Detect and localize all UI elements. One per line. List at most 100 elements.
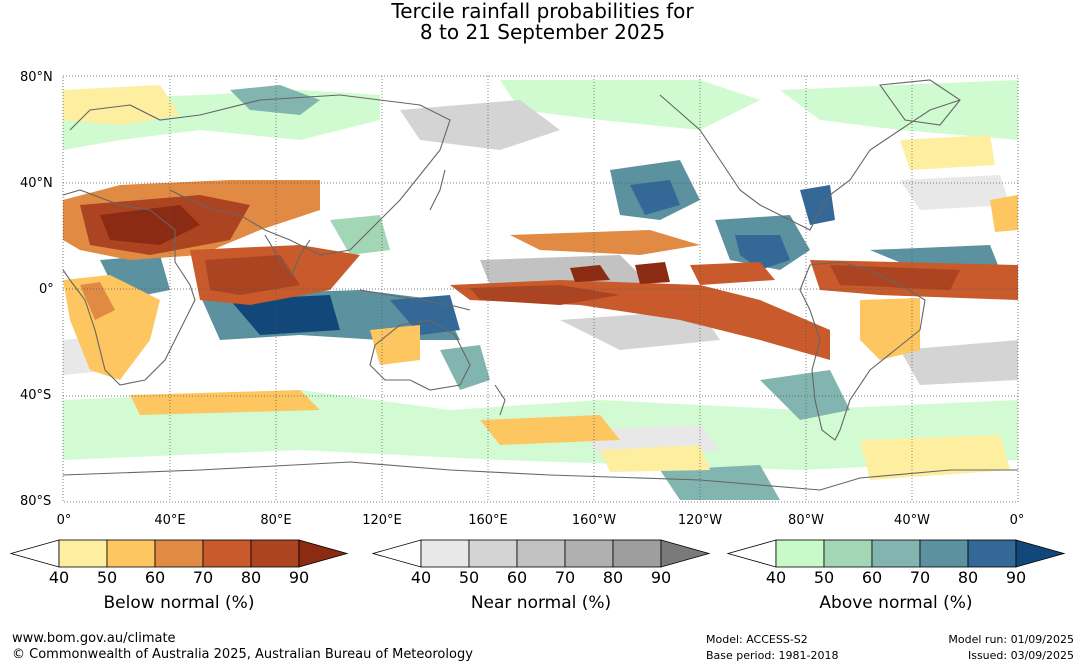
lat-label-0: 0°: [39, 282, 54, 297]
below-normal-region: [470, 285, 620, 305]
near-normal-region: [400, 100, 560, 150]
above-normal-region: [630, 180, 680, 215]
colorbar-0-tick-label: 90: [288, 568, 310, 587]
above-normal-region: [660, 465, 780, 500]
japan-coast: [429, 169, 446, 211]
coastlines: [62, 79, 1018, 491]
south-america-coast: [799, 261, 926, 441]
below-normal-region: [510, 230, 700, 255]
map-title-line2: 8 to 21 September 2025: [419, 20, 666, 44]
above-normal-region: [500, 80, 760, 130]
colorbar-2-segment-5: [967, 539, 1017, 568]
india-coast: [264, 234, 311, 277]
above-normal-region: [390, 295, 460, 335]
below-normal-region: [80, 282, 115, 320]
colorbar-2-tick-label: 70: [909, 568, 931, 587]
below-normal-region: [690, 262, 775, 285]
australia-coast: [369, 319, 471, 391]
below-normal-region: [600, 445, 710, 472]
above-normal-region: [735, 235, 790, 270]
below-normal-region: [990, 195, 1018, 232]
colorbar-2-segment-2: [823, 539, 873, 568]
below-normal-title: Below normal (%): [103, 593, 255, 613]
colorbar-1-upper-tip: [660, 539, 711, 568]
colorbar-1-tick-label: 40: [410, 568, 432, 587]
colorbar-1-tick-label: 50: [458, 568, 480, 587]
lon-label-160w: 160°W: [571, 513, 617, 528]
colorbar-0-lower-tip: [9, 539, 60, 568]
below-normal-region: [860, 298, 920, 360]
colorbar-1-tick-label: 70: [554, 568, 576, 587]
colorbar-2-tick-label: 60: [861, 568, 883, 587]
below-normal-region: [900, 135, 995, 170]
below-normal-region: [860, 435, 1010, 480]
above-normal-region: [780, 80, 1018, 140]
above-normal-region: [800, 185, 835, 225]
colorbar-2-upper-tip: [1015, 539, 1066, 568]
colorbar-0-tick-label: 50: [96, 568, 118, 587]
colorbar-2-tick-label: 90: [1005, 568, 1027, 587]
map-title-line1: Tercile rainfall probabilities for: [391, 0, 694, 23]
lon-label-80e: 80°E: [260, 513, 292, 528]
base-period-text: Base period: 1981-2018: [706, 649, 839, 662]
north-america-coast: [659, 94, 961, 231]
lat-label-40s: 40°S: [20, 388, 52, 403]
colorbar-0-tick-label: 80: [240, 568, 262, 587]
near-normal-region: [900, 340, 1018, 385]
lat-label-40n: 40°N: [20, 176, 53, 191]
near-normal-title: Near normal (%): [470, 593, 612, 613]
colorbar-2-segment-1: [775, 539, 825, 568]
colorbar-2-segment-4: [919, 539, 969, 568]
colorbar-1-tick-label: 60: [506, 568, 528, 587]
new-zealand-coast: [494, 384, 506, 416]
africa-coast: [62, 189, 196, 386]
colorbar-0-tick-label: 40: [48, 568, 70, 587]
colorbar-0-segment-1: [58, 539, 108, 568]
lon-label-40w: 40°W: [894, 513, 930, 528]
colorbar-0-tick-label: 60: [144, 568, 166, 587]
below-normal-region: [480, 415, 620, 445]
colorbar-1-tick-label: 90: [650, 568, 672, 587]
colorbar-2-tick-label: 80: [957, 568, 979, 587]
above-normal-title: Above normal (%): [819, 593, 973, 613]
model-run-text: Model run: 01/09/2025: [948, 633, 1074, 646]
lon-label-120e: 120°E: [362, 513, 402, 528]
colorbar-1-tick-label: 80: [602, 568, 624, 587]
lon-label-120w: 120°W: [677, 513, 723, 528]
colorbar-1-segment-2: [468, 539, 518, 568]
lon-label-160e: 160°E: [468, 513, 508, 528]
lat-label-80s: 80°S: [20, 494, 52, 509]
antarctica-coast: [62, 461, 1018, 491]
graticule: [63, 76, 1018, 502]
colorbars: [9, 539, 1066, 568]
lon-label-0-east: 0°: [1009, 513, 1025, 528]
colorbar-1-segment-1: [420, 539, 470, 568]
near-normal-region: [480, 255, 650, 290]
above-normal-region: [760, 370, 850, 420]
colorbar-0-segment-2: [106, 539, 156, 568]
colorbar-0-tick-label: 70: [192, 568, 214, 587]
lat-label-80n: 80°N: [20, 70, 53, 85]
below-normal-region: [635, 262, 670, 284]
below-normal-region: [570, 265, 610, 282]
colorbar-1-segment-3: [516, 539, 566, 568]
colorbar-2-tick-label: 40: [765, 568, 787, 587]
copyright-text: © Commonwealth of Australia 2025, Austra…: [12, 647, 473, 662]
lon-label-80w: 80°W: [788, 513, 824, 528]
map-frame: [62, 75, 1019, 503]
indonesia-coast: [359, 289, 471, 311]
greenland-coast: [879, 79, 961, 126]
below-normal-region: [830, 265, 960, 290]
above-normal-region: [230, 295, 340, 335]
colorbar-2-tick-label: 50: [813, 568, 835, 587]
lon-label-40e: 40°E: [154, 513, 186, 528]
colorbar-1-segment-5: [612, 539, 662, 568]
colorbar-1-segment-4: [564, 539, 614, 568]
below-normal-region: [370, 325, 420, 365]
colorbar-0-segment-5: [250, 539, 300, 568]
colorbar-2-segment-3: [871, 539, 921, 568]
colorbar-0-segment-4: [202, 539, 252, 568]
website-text: www.bom.gov.au/climate: [12, 631, 176, 646]
europe-asia-coast: [69, 94, 451, 256]
